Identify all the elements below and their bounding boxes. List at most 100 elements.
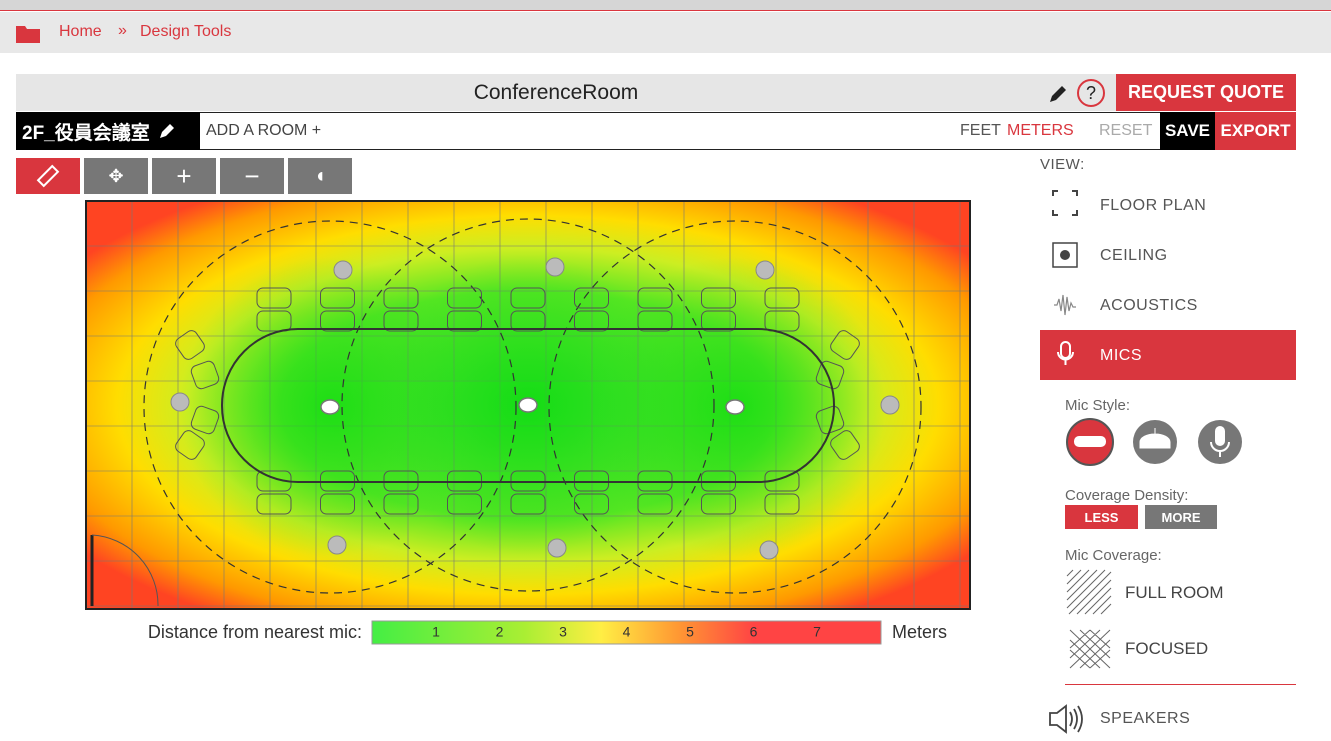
- speaker: [547, 538, 567, 558]
- view-ceiling[interactable]: CEILING: [1100, 247, 1168, 264]
- chair: [256, 287, 292, 309]
- chair: [447, 287, 482, 309]
- chair: [637, 310, 673, 332]
- breadcrumb-separator: »: [118, 22, 127, 39]
- speaker: [880, 395, 900, 415]
- speaker: [755, 260, 775, 280]
- speaker: [759, 540, 779, 560]
- chair: [190, 360, 220, 390]
- top-strip: [0, 0, 1331, 11]
- chair: [574, 493, 609, 515]
- mic: [725, 399, 745, 415]
- view-icons: [1052, 190, 1078, 365]
- chair: [383, 310, 419, 332]
- coverage-density-label: Coverage Density:: [1065, 487, 1189, 504]
- coverage-ring: [548, 220, 922, 594]
- chair: [815, 405, 845, 435]
- legend-tick: 5: [686, 624, 694, 640]
- legend-ticks: 1 2 3 4 5 6 7: [432, 624, 821, 640]
- chair: [701, 287, 736, 309]
- speaker: [327, 535, 347, 555]
- room-name: 2F_役員会議室: [22, 122, 150, 144]
- chair: [256, 493, 292, 515]
- chair: [447, 310, 482, 332]
- view-mics[interactable]: MICS: [1100, 347, 1142, 364]
- help-button[interactable]: ?: [1077, 79, 1105, 107]
- room-outline: [85, 200, 971, 610]
- reset-button[interactable]: RESET: [1099, 122, 1153, 139]
- coverage-focused[interactable]: FOCUSED: [1125, 639, 1209, 658]
- chair: [510, 287, 546, 309]
- add-room-button[interactable]: ADD A ROOM +: [206, 122, 322, 139]
- chair: [830, 430, 860, 460]
- density-more[interactable]: MORE: [1145, 505, 1217, 529]
- export-button[interactable]: EXPORT: [1215, 112, 1296, 150]
- speaker: [170, 392, 190, 412]
- view-acoustics[interactable]: ACOUSTICS: [1100, 297, 1198, 314]
- speaker: [333, 260, 353, 280]
- chair: [320, 493, 355, 515]
- edit-icon[interactable]: [158, 122, 176, 140]
- measure-tool[interactable]: [16, 158, 80, 194]
- distance-scale: [371, 620, 882, 645]
- listen-tool[interactable]: ◖: [288, 158, 352, 194]
- chair: [383, 493, 419, 515]
- chair: [701, 310, 736, 332]
- chair: [383, 287, 419, 309]
- breadcrumb-home[interactable]: Home: [59, 23, 102, 40]
- mic: [518, 397, 538, 413]
- chair: [510, 493, 546, 515]
- view-speakers[interactable]: SPEAKERS: [1100, 710, 1191, 727]
- chair: [764, 310, 800, 332]
- door-swing: [91, 534, 159, 607]
- room-design-title: ConferenceRoom: [473, 80, 639, 104]
- legend-tick: 1: [432, 624, 440, 640]
- speaker: [545, 257, 565, 277]
- view-floor-plan[interactable]: FLOOR PLAN: [1100, 197, 1207, 214]
- room-tab[interactable]: 2F_役員会議室: [16, 112, 200, 150]
- coverage-icons: [1066, 569, 1112, 669]
- coverage-full-room[interactable]: FULL ROOM: [1125, 583, 1224, 602]
- chair: [637, 493, 673, 515]
- chair: [256, 310, 292, 332]
- chair: [764, 493, 800, 515]
- breadcrumb-current[interactable]: Design Tools: [140, 23, 232, 40]
- unit-meters[interactable]: METERS: [1007, 122, 1074, 139]
- zoom-out-tool[interactable]: −: [220, 158, 284, 194]
- legend-label: Distance from nearest mic:: [148, 622, 362, 642]
- chair: [830, 330, 860, 360]
- chair: [447, 493, 482, 515]
- chair: [701, 493, 736, 515]
- mic-coverage-label: Mic Coverage:: [1065, 547, 1162, 564]
- chair: [574, 310, 609, 332]
- chair: [320, 310, 355, 332]
- breadcrumb-bar: Home » Design Tools: [0, 12, 1331, 53]
- selected-view-highlight: [1040, 330, 1296, 380]
- density-less[interactable]: LESS: [1065, 505, 1138, 529]
- edit-icon[interactable]: [1048, 84, 1068, 104]
- floor-plan: Distance from nearest mic: Meters 1 2 3 4 5 6…: [85, 200, 971, 645]
- unit-feet[interactable]: FEET: [960, 122, 1001, 139]
- zoom-in-tool[interactable]: +: [152, 158, 216, 194]
- mic: [320, 399, 340, 415]
- chair: [764, 287, 800, 309]
- legend-tick: 3: [559, 624, 567, 640]
- coverage-ring: [341, 218, 715, 592]
- speaker-icon: [1049, 704, 1083, 734]
- legend-tick: 7: [813, 624, 821, 640]
- legend-unit: Meters: [892, 622, 947, 642]
- coverage-ring: [143, 220, 517, 594]
- chair: [510, 310, 546, 332]
- mic-style-options[interactable]: [1060, 414, 1250, 470]
- save-button[interactable]: SAVE: [1160, 112, 1215, 150]
- room-bar: [16, 112, 1296, 150]
- view-label: VIEW:: [1040, 156, 1085, 173]
- chair: [574, 287, 609, 309]
- legend-tick: 4: [623, 624, 631, 640]
- chair: [637, 287, 673, 309]
- request-quote-button[interactable]: REQUEST QUOTE: [1116, 74, 1296, 111]
- room-items: [90, 218, 922, 607]
- move-tool[interactable]: ✥: [84, 158, 148, 194]
- legend-tick: 2: [496, 624, 504, 640]
